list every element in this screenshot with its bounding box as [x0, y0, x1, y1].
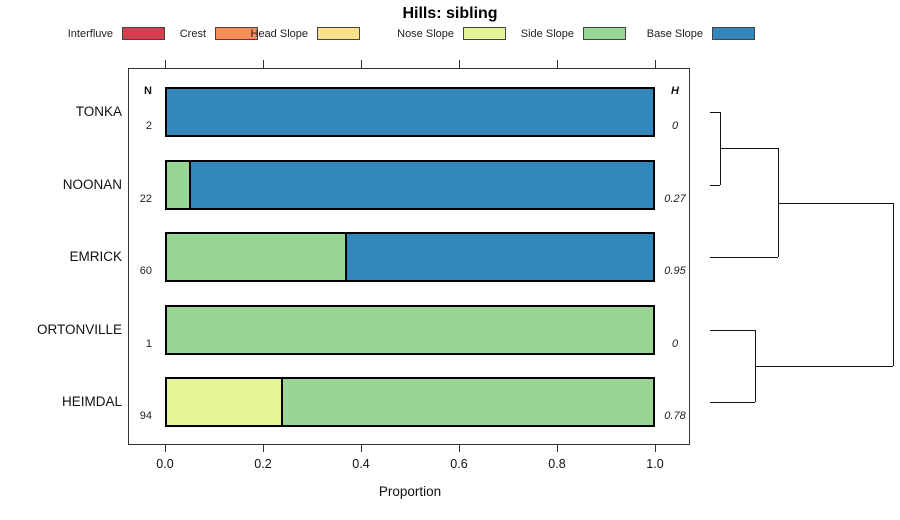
n-value: 22: [139, 193, 152, 205]
bar-segment: [345, 234, 653, 280]
n-value: 94: [139, 410, 152, 422]
n-value: 60: [139, 265, 152, 277]
row-label: TONKA: [75, 104, 122, 119]
h-value: 0.78: [664, 410, 686, 422]
axis-tick: [459, 445, 461, 452]
n-value: 1: [145, 338, 152, 350]
bar-segment: [167, 162, 189, 208]
legend-entry: Side Slope: [461, 26, 626, 41]
axis-tick: [263, 445, 265, 452]
axis-tick: [557, 445, 559, 452]
legend-label: Interfluve: [67, 27, 113, 40]
legend-entry: Nose Slope: [341, 26, 506, 41]
dendrogram-segment: [755, 366, 893, 368]
legend-entry: Crest: [93, 26, 258, 41]
chart-title: Hills: sibling: [402, 5, 498, 22]
bar-segment: [167, 89, 653, 135]
legend-entry: Head Slope: [195, 26, 360, 41]
axis-tick-label: 0.8: [548, 457, 566, 471]
bar-segment: [167, 307, 653, 353]
axis-tick: [361, 445, 363, 452]
axis-tick-label: 0.6: [450, 457, 468, 471]
dendrogram-segment: [710, 330, 755, 332]
n-value: 2: [145, 120, 152, 132]
bar-segment: [167, 234, 346, 280]
axis-tick: [557, 60, 559, 68]
legend-swatch-icon: [712, 27, 755, 40]
row-label: EMRICK: [69, 249, 122, 264]
legend-entry: Base Slope: [590, 26, 755, 41]
row-label: NOONAN: [62, 177, 122, 192]
stacked-bar: [165, 377, 655, 427]
stacked-bar: [165, 87, 655, 137]
axis-tick: [165, 60, 167, 68]
bar-segment: [280, 379, 653, 425]
legend-label: Side Slope: [520, 27, 574, 40]
dendrogram-segment: [710, 112, 720, 114]
dendrogram-segment: [778, 203, 893, 205]
legend-swatch-icon: [463, 27, 506, 40]
h-value: 0: [671, 120, 679, 132]
legend-label: Head Slope: [250, 27, 309, 40]
dendrogram-segment: [720, 148, 778, 150]
legend-entry: Interfluve: [0, 26, 165, 41]
axis-tick-label: 0.2: [254, 457, 272, 471]
x-axis-label: Proportion: [378, 484, 442, 499]
legend-swatch-icon: [122, 27, 165, 40]
dendrogram-segment: [710, 257, 778, 259]
legend-swatch-icon: [583, 27, 626, 40]
row-label: ORTONVILLE: [36, 322, 122, 337]
bar-segment: [167, 379, 281, 425]
axis-tick-label: 0.4: [352, 457, 370, 471]
h-value: 0: [671, 338, 679, 350]
axis-tick: [655, 445, 657, 452]
stacked-bar: [165, 160, 655, 210]
dendrogram-segment: [710, 185, 720, 187]
n-column-header: N: [144, 85, 152, 97]
h-value: 0.95: [664, 265, 686, 277]
dendrogram-segment: [893, 203, 895, 366]
h-column-header: H: [671, 85, 679, 97]
h-value: 0.27: [664, 193, 686, 205]
stacked-bar: [165, 232, 655, 282]
axis-tick: [361, 60, 363, 68]
axis-tick: [263, 60, 265, 68]
legend-label: Crest: [179, 27, 206, 40]
axis-tick-label: 0.0: [156, 457, 174, 471]
axis-tick: [165, 445, 167, 452]
axis-tick: [655, 60, 657, 68]
row-label: HEIMDAL: [61, 394, 122, 409]
dendrogram-segment: [710, 402, 755, 404]
axis-tick-label: 1.0: [646, 457, 664, 471]
stacked-bar: [165, 305, 655, 355]
legend-swatch-icon: [215, 27, 258, 40]
bar-segment: [188, 162, 653, 208]
legend-swatch-icon: [317, 27, 360, 40]
dendrogram-segment: [778, 148, 780, 257]
axis-tick: [459, 60, 461, 68]
plot-area-border: [128, 68, 690, 445]
legend-label: Nose Slope: [397, 27, 454, 40]
legend-label: Base Slope: [646, 27, 703, 40]
